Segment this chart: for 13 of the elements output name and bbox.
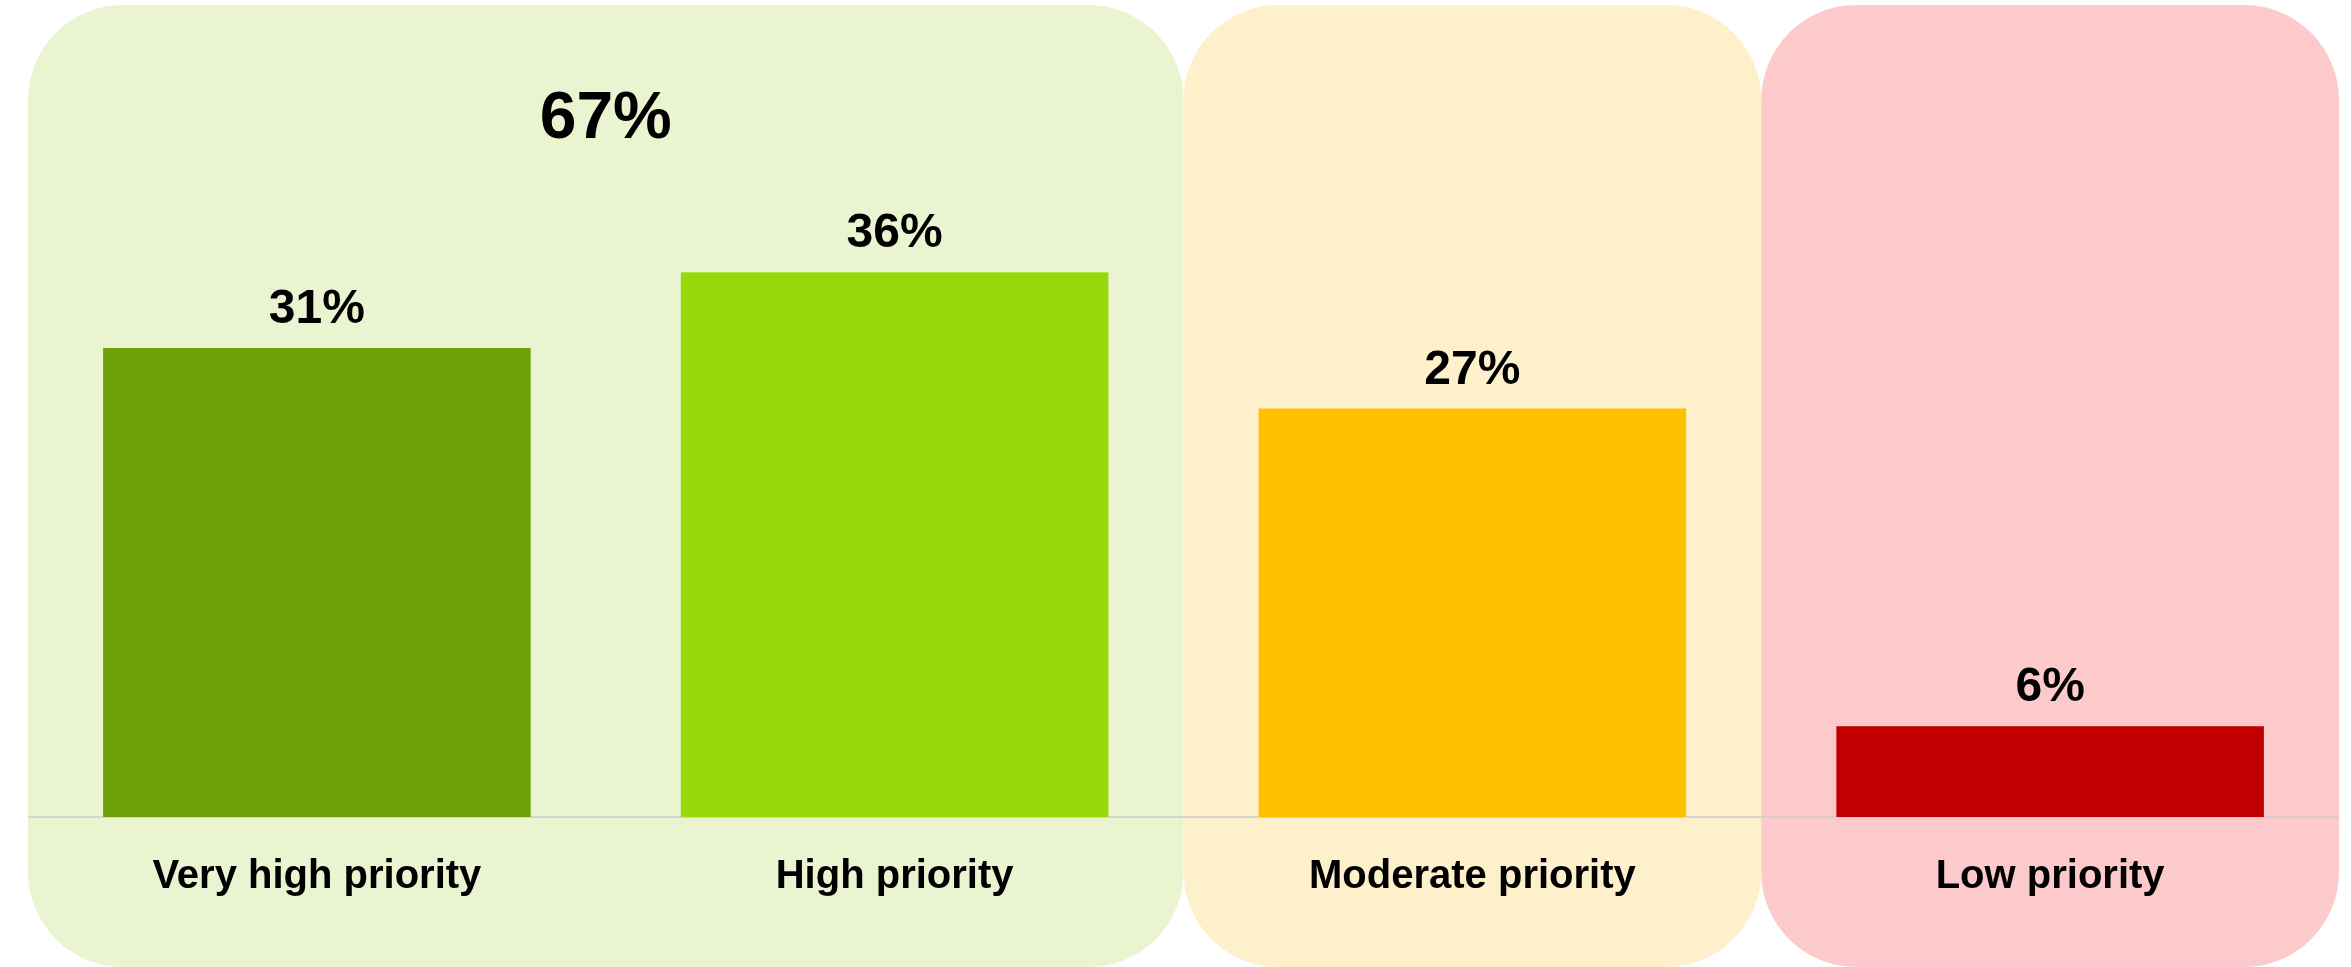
data-label: 6% bbox=[2015, 658, 2085, 712]
x-tick-label: Low priority bbox=[1935, 852, 2166, 896]
x-tick-label: Moderate priority bbox=[1309, 852, 1637, 896]
data-label: 36% bbox=[846, 204, 943, 258]
bar bbox=[1258, 408, 1687, 817]
x-tick-label: Very high priority bbox=[152, 852, 483, 896]
bar bbox=[103, 347, 531, 817]
band-label: 67% bbox=[539, 78, 672, 152]
bar bbox=[680, 272, 1109, 817]
bar bbox=[1836, 726, 2264, 817]
x-tick-label: High priority bbox=[775, 852, 1015, 896]
data-label: 27% bbox=[1424, 340, 1521, 394]
data-label: 31% bbox=[268, 279, 365, 333]
